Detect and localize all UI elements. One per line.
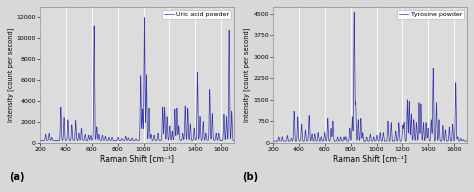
Tyrosine powder	[396, 131, 402, 133]
X-axis label: Raman Shift [cm⁻¹]: Raman Shift [cm⁻¹]	[100, 155, 174, 163]
X-axis label: Raman Shift [cm⁻¹]: Raman Shift [cm⁻¹]	[333, 155, 407, 163]
Uric acid powder	[182, 111, 188, 113]
Tyrosine powder	[387, 140, 392, 142]
Uric acid powder	[142, 17, 147, 19]
Tyrosine powder	[271, 140, 277, 142]
Tyrosine powder	[351, 11, 357, 14]
Tyrosine powder	[430, 104, 436, 106]
Uric acid powder	[164, 133, 169, 136]
Text: (a): (a)	[9, 172, 25, 182]
Y-axis label: Intensity [count per second]: Intensity [count per second]	[7, 27, 14, 122]
Tyrosine powder	[345, 140, 350, 142]
Text: (b): (b)	[242, 172, 258, 182]
Uric acid powder	[84, 140, 90, 142]
Y-axis label: Intensity [count per second]: Intensity [count per second]	[244, 27, 250, 122]
Uric acid powder	[73, 124, 78, 127]
Tyrosine powder	[270, 140, 276, 142]
Tyrosine powder	[306, 132, 311, 134]
Tyrosine powder	[415, 137, 421, 140]
Uric acid powder	[154, 139, 159, 142]
Legend: Tyrosine powder: Tyrosine powder	[397, 10, 464, 19]
Line: Tyrosine powder: Tyrosine powder	[273, 12, 467, 141]
Line: Uric acid powder: Uric acid powder	[40, 18, 234, 141]
Uric acid powder	[111, 139, 117, 142]
Uric acid powder	[231, 139, 237, 142]
Uric acid powder	[37, 139, 43, 142]
Uric acid powder	[197, 123, 202, 126]
Tyrosine powder	[464, 140, 470, 142]
Legend: Uric acid powder: Uric acid powder	[162, 10, 231, 19]
